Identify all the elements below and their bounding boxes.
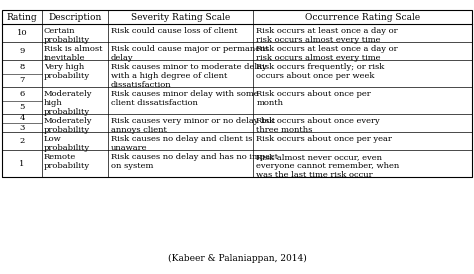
- Text: 10: 10: [17, 29, 27, 37]
- Text: 5: 5: [19, 103, 25, 111]
- Text: Risk causes no delay and client is
unaware: Risk causes no delay and client is unawa…: [111, 135, 252, 152]
- Text: Moderately
high
probability: Moderately high probability: [44, 90, 92, 116]
- Text: 6: 6: [19, 90, 25, 98]
- Text: Risk occurs at least once a day or
risk occurs almost every time: Risk occurs at least once a day or risk …: [256, 27, 398, 44]
- Text: Risk could cause major or permanent
delay: Risk could cause major or permanent dela…: [111, 45, 269, 62]
- Text: Risk occurs about once per
month: Risk occurs about once per month: [256, 90, 371, 107]
- Text: Remote
probability: Remote probability: [44, 153, 90, 170]
- Text: Risk occurs at least once a day or
risk occurs almost every time: Risk occurs at least once a day or risk …: [256, 45, 398, 62]
- Text: Moderately
probability: Moderately probability: [44, 117, 92, 134]
- Text: Risk occurs about once per year: Risk occurs about once per year: [256, 135, 392, 143]
- Text: 4: 4: [19, 115, 25, 122]
- Text: (Kabeer & Palaniappan, 2014): (Kabeer & Palaniappan, 2014): [168, 253, 306, 262]
- Text: Risk could cause loss of client: Risk could cause loss of client: [111, 27, 237, 35]
- Text: Certain
probability: Certain probability: [44, 27, 90, 44]
- Text: Risk occurs about once every
three months: Risk occurs about once every three month…: [256, 117, 380, 134]
- Text: Rating: Rating: [7, 13, 37, 21]
- Text: Risk causes minor delay with some
client dissatisfaction: Risk causes minor delay with some client…: [111, 90, 258, 107]
- Text: Very high
probability: Very high probability: [44, 63, 90, 80]
- Text: 8: 8: [19, 63, 25, 71]
- Text: Severity Rating Scale: Severity Rating Scale: [131, 13, 230, 21]
- Text: Risk causes very minor or no delay but
annoys client: Risk causes very minor or no delay but a…: [111, 117, 275, 134]
- Text: 2: 2: [19, 137, 25, 145]
- Text: 1: 1: [19, 159, 25, 167]
- Text: 7: 7: [19, 76, 25, 84]
- Text: Risk is almost
inevitable: Risk is almost inevitable: [44, 45, 102, 62]
- Text: Occurrence Rating Scale: Occurrence Rating Scale: [305, 13, 420, 21]
- Text: Risk almost never occur, even
everyone cannot remember, when
was the last time r: Risk almost never occur, even everyone c…: [256, 153, 400, 179]
- Text: Risk causes minor to moderate delay
with a high degree of client
dissatisfaction: Risk causes minor to moderate delay with…: [111, 63, 266, 89]
- Text: Low
probability: Low probability: [44, 135, 90, 152]
- Bar: [2, 10, 472, 177]
- Text: Description: Description: [48, 13, 101, 21]
- Text: 3: 3: [19, 124, 25, 132]
- Text: Risk causes no delay and has no impact
on system: Risk causes no delay and has no impact o…: [111, 153, 278, 170]
- Text: 9: 9: [19, 47, 25, 55]
- Text: Risk occurs frequently; or risk
occurs about once per week: Risk occurs frequently; or risk occurs a…: [256, 63, 385, 80]
